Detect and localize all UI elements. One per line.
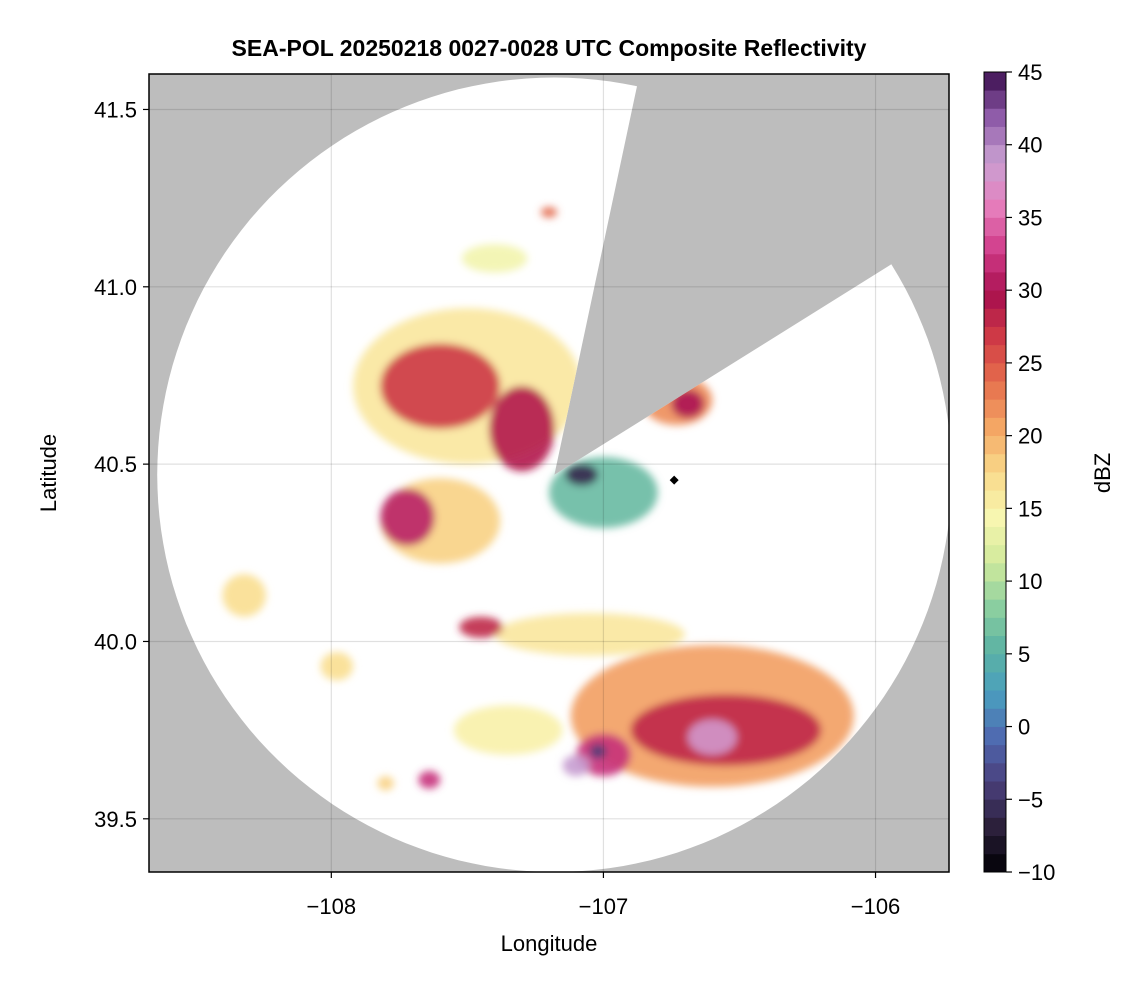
echo-region: [589, 744, 607, 759]
colorbar-step: [984, 181, 1006, 200]
colorbar-step: [984, 526, 1006, 546]
colorbar-step: [984, 726, 1006, 746]
colorbar-step: [984, 417, 1006, 437]
colorbar-step: [984, 344, 1006, 364]
colorbar-step: [984, 144, 1006, 164]
echo-region: [380, 343, 501, 429]
colorbar-step: [984, 290, 1006, 309]
colorbar-step: [984, 690, 1006, 709]
colorbar-step: [984, 799, 1006, 818]
echo-region: [418, 770, 441, 789]
echo-region: [540, 207, 558, 218]
plot-frame: [148, 73, 950, 873]
colorbar-step: [984, 635, 1006, 655]
colorbar-tick-label: 45: [1018, 60, 1042, 85]
echo-region: [489, 386, 555, 472]
colorbar-step: [984, 708, 1006, 727]
plot-area: [149, 74, 949, 872]
colorbar-step: [984, 362, 1006, 382]
markers: [669, 475, 679, 485]
colorbar-steps: [984, 72, 1006, 873]
colorbar-tick-label: 35: [1018, 205, 1042, 230]
colorbar-step: [984, 853, 1006, 873]
colorbar-step: [984, 453, 1006, 473]
colorbar-step: [984, 544, 1006, 564]
echo-region: [380, 488, 435, 546]
colorbar-step: [984, 272, 1006, 291]
x-axis: −108 −107 −106: [307, 872, 901, 919]
colorbar-tick-label: 25: [1018, 351, 1042, 376]
colorbar-step: [984, 817, 1006, 837]
colorbar-step: [984, 90, 1006, 109]
echo-region: [461, 244, 528, 273]
colorbar-step: [984, 581, 1006, 600]
y-tick-label: 41.0: [94, 275, 137, 300]
echo-layer: [222, 207, 854, 791]
colorbar-tick-label: −10: [1018, 860, 1055, 885]
colorbar: −10 −5 0 5 10 15 20 25 30 35 40 45 dBZ: [983, 60, 1115, 885]
colorbar-step: [984, 490, 1006, 509]
colorbar-tick-label: 5: [1018, 642, 1030, 667]
colorbar-tick-label: 40: [1018, 133, 1042, 158]
echo-region: [377, 776, 394, 791]
echo-region: [671, 389, 705, 418]
colorbar-step: [984, 672, 1006, 691]
colorbar-tick-label: 30: [1018, 278, 1042, 303]
colorbar-tick-label: 15: [1018, 496, 1042, 521]
y-tick-label: 40.5: [94, 452, 137, 477]
echo-region: [222, 574, 266, 617]
colorbar-tick-label: −5: [1018, 787, 1043, 812]
colorbar-tick-label: 20: [1018, 424, 1042, 449]
echo-region: [459, 616, 503, 638]
y-axis: 39.5 40.0 40.5 41.0 41.5: [94, 97, 149, 832]
colorbar-step: [984, 599, 1006, 618]
colorbar-step: [984, 508, 1006, 527]
colorbar-step: [984, 744, 1006, 764]
colorbar-step: [984, 762, 1006, 782]
colorbar-step: [984, 72, 1006, 91]
colorbar-tick-label: 10: [1018, 569, 1042, 594]
x-tick-label: −106: [851, 894, 901, 919]
colorbar-step: [984, 835, 1006, 855]
colorbar-step: [984, 217, 1006, 237]
x-tick-label: −108: [307, 894, 357, 919]
colorbar-step: [984, 381, 1006, 400]
colorbar-step: [984, 435, 1006, 455]
echo-region: [494, 613, 685, 656]
colorbar-ticks: −10 −5 0 5 10 15 20 25 30 35 40 45: [1006, 60, 1055, 885]
echo-region: [565, 464, 598, 486]
colorbar-step: [984, 326, 1006, 346]
colorbar-step: [984, 399, 1006, 418]
colorbar-label: dBZ: [1090, 453, 1115, 493]
colorbar-step: [984, 126, 1006, 146]
colorbar-step: [984, 108, 1006, 127]
y-axis-label: Latitude: [36, 434, 61, 512]
x-tick-label: −107: [579, 894, 629, 919]
colorbar-step: [984, 253, 1006, 273]
echo-region: [562, 755, 590, 777]
colorbar-step: [984, 562, 1006, 582]
grid-lines: [149, 74, 949, 872]
colorbar-tick-label: 0: [1018, 715, 1030, 740]
y-tick-label: 39.5: [94, 807, 137, 832]
echo-region: [453, 705, 563, 755]
y-tick-label: 40.0: [94, 629, 137, 654]
chart-title: SEA-POL 20250218 0027-0028 UTC Composite…: [232, 35, 867, 61]
colorbar-step: [984, 472, 1006, 491]
echo-region: [320, 652, 354, 681]
colorbar-step: [984, 162, 1006, 182]
colorbar-step: [984, 617, 1006, 637]
colorbar-step: [984, 308, 1006, 327]
colorbar-step: [984, 653, 1006, 673]
colorbar-step: [984, 781, 1006, 800]
colorbar-step: [984, 199, 1006, 218]
marker-diamond: [669, 475, 679, 485]
colorbar-frame: [983, 71, 1007, 873]
echo-region: [687, 719, 737, 755]
colorbar-step: [984, 235, 1006, 255]
x-axis-label: Longitude: [501, 931, 598, 956]
y-tick-label: 41.5: [94, 97, 137, 122]
